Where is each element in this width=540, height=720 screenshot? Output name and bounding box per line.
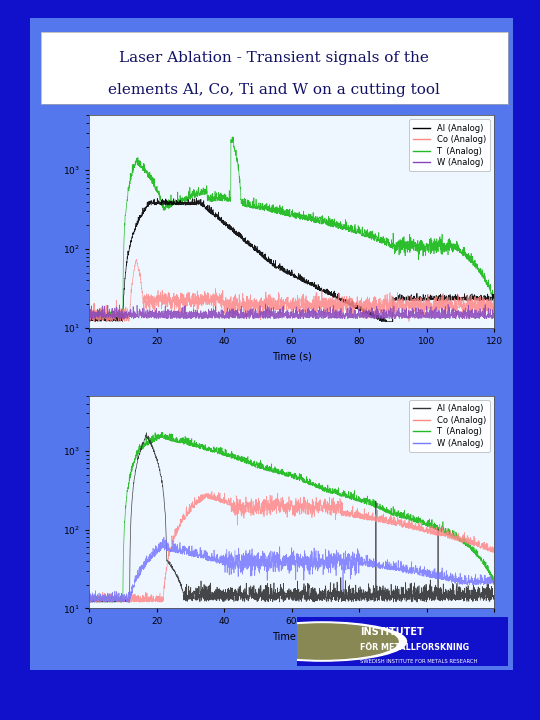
Text: Laser Ablation - Transient signals of the: Laser Ablation - Transient signals of th…	[119, 50, 429, 65]
Legend: Al (Analog), Co (Analog), T  (Analog), W (Analog): Al (Analog), Co (Analog), T (Analog), W …	[409, 120, 490, 171]
Text: INSTITUTET: INSTITUTET	[360, 626, 424, 636]
X-axis label: Time (s): Time (s)	[272, 632, 312, 642]
Text: elements Al, Co, Ti and W on a cutting tool: elements Al, Co, Ti and W on a cutting t…	[108, 83, 440, 97]
Legend: Al (Analog), Co (Analog), T  (Analog), W (Analog): Al (Analog), Co (Analog), T (Analog), W …	[409, 400, 490, 452]
Text: SWEDISH INSTITUTE FOR METALS RESEARCH: SWEDISH INSTITUTE FOR METALS RESEARCH	[360, 659, 477, 664]
Text: FÖR METALLFORSKNING: FÖR METALLFORSKNING	[360, 643, 469, 652]
Circle shape	[246, 624, 398, 659]
X-axis label: Time (s): Time (s)	[272, 351, 312, 361]
Circle shape	[238, 622, 407, 661]
